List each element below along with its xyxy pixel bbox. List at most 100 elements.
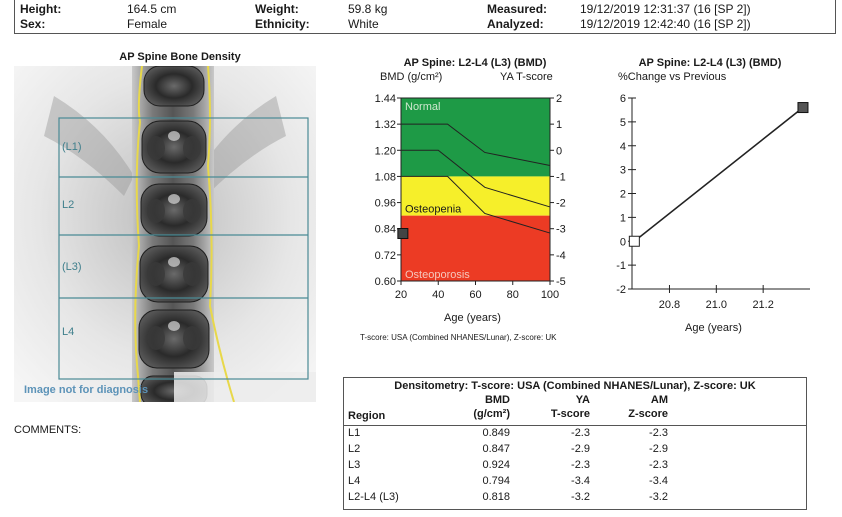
watermark-text: Image not for diagnosis	[24, 384, 149, 396]
change-y-tick-label: 6	[620, 93, 626, 105]
bmd-y-tick-label: 0.84	[375, 224, 396, 236]
height-label: Height:	[20, 2, 62, 16]
tscore-header: T-score	[550, 408, 590, 420]
ethnicity-value: White	[348, 17, 379, 31]
ethnicity-label: Ethnicity:	[255, 17, 310, 31]
cell-tscore: -3.2	[571, 491, 590, 503]
measured-value: 19/12/2019 12:31:37 (16 [SP 2])	[580, 2, 751, 16]
cell-zscore: -3.4	[649, 475, 668, 487]
tscore-y-tick-label: -2	[556, 198, 566, 210]
zone-label-normal: Normal	[405, 101, 440, 113]
analyzed-label: Analyzed:	[487, 17, 544, 31]
cell-tscore: -2.3	[571, 459, 590, 471]
cell-tscore: -2.9	[571, 443, 590, 455]
region-label-l1: (L1)	[62, 141, 82, 153]
tscore-y-tick-label: -5	[556, 276, 566, 288]
weight-label: Weight:	[255, 2, 299, 16]
change-y-tick-label: 4	[620, 141, 626, 153]
change-point-current	[797, 102, 809, 114]
patient-marker	[397, 228, 409, 240]
patient-header: Height: 164.5 cm Sex: Female Weight: 59.…	[14, 0, 836, 34]
region-label-l2: L2	[62, 199, 75, 211]
tscore-y-axis-label: YA T-score	[500, 71, 553, 83]
tscore-y-tick-label: -4	[556, 250, 566, 262]
cell-region: L1	[348, 427, 361, 439]
change-y-tick-label: 5	[620, 117, 626, 129]
change-x-tick-label: 21.0	[706, 299, 727, 311]
table-row: L2-L4 (L3) 0.818 -3.2 -3.2	[344, 491, 806, 507]
cell-region: L4	[348, 475, 361, 487]
bmd-header: BMD	[484, 394, 510, 406]
bmd-chart-title: AP Spine: L2-L4 (L3) (BMD)	[403, 57, 547, 69]
cell-zscore: -2.3	[649, 427, 668, 439]
zone-label-osteoporosis: Osteoporosis	[405, 269, 470, 281]
cell-bmd: 0.847	[482, 443, 510, 455]
reference-curve-upper	[401, 123, 551, 167]
table-header-divider	[344, 425, 806, 426]
bmd-y-tick-label: 1.44	[375, 93, 396, 105]
bmd-unit-header: (g/cm²)	[473, 408, 510, 420]
change-y-tick-label: -2	[616, 284, 626, 296]
zone-osteopenia	[401, 176, 550, 216]
zone-label-osteopenia: Osteopenia	[405, 204, 462, 216]
change-y-tick-label: 0	[620, 236, 626, 248]
analyzed-value: 19/12/2019 12:42:40 (16 [SP 2])	[580, 17, 751, 31]
table-row: L3 0.924 -2.3 -2.3	[344, 459, 806, 475]
sex-value: Female	[127, 17, 168, 31]
cell-bmd: 0.849	[482, 427, 510, 439]
change-chart-title: AP Spine: L2-L4 (L3) (BMD)	[638, 57, 782, 69]
zscore-header: Z-score	[628, 408, 668, 420]
change-y-tick-label: 2	[620, 189, 626, 201]
change-y-tick-label: -1	[616, 260, 626, 272]
spine-scan-image: (L1) L2 (L3) L4 Image not for diagnosis	[14, 66, 316, 402]
bmd-chart-footnote: T-score: USA (Combined NHANES/Lunar), Z-…	[360, 333, 557, 342]
bmd-y-tick-label: 1.08	[375, 171, 396, 183]
bmd-y-axis-label: BMD (g/cm²)	[380, 71, 443, 83]
region-header: Region	[348, 410, 386, 422]
cell-tscore: -2.3	[571, 427, 590, 439]
change-line	[633, 106, 804, 242]
zone-osteoporosis	[401, 215, 550, 281]
bmd-y-tick-label: 1.20	[375, 145, 396, 157]
tscore-y-tick-label: -3	[556, 224, 566, 236]
cell-zscore: -3.2	[649, 491, 668, 503]
spine-image-title: AP Spine Bone Density	[119, 51, 241, 63]
measured-label: Measured:	[487, 2, 548, 16]
bmd-x-tick-label: 20	[395, 289, 407, 301]
cell-region: L3	[348, 459, 361, 471]
cell-bmd: 0.924	[482, 459, 510, 471]
change-x-tick-label: 20.8	[659, 299, 680, 311]
change-point-baseline	[628, 235, 640, 247]
am-header: AM	[650, 394, 668, 406]
tscore-y-tick-label: 2	[556, 93, 562, 105]
bmd-y-tick-label: 0.60	[375, 276, 396, 288]
bmd-x-tick-label: 60	[469, 289, 481, 301]
ya-header: YA	[575, 394, 590, 406]
table-row: L2 0.847 -2.9 -2.9	[344, 443, 806, 459]
bmd-x-tick-label: 40	[432, 289, 444, 301]
table-row: L1 0.849 -2.3 -2.3	[344, 427, 806, 443]
change-x-axis-label: Age (years)	[685, 322, 742, 334]
zone-normal	[401, 98, 550, 177]
bmd-x-axis-label: Age (years)	[444, 312, 501, 324]
cell-bmd: 0.818	[482, 491, 510, 503]
weight-value: 59.8 kg	[348, 2, 388, 16]
change-y-axis-label: %Change vs Previous	[618, 71, 727, 83]
change-y-tick-label: 3	[620, 165, 626, 177]
comments-label: COMMENTS:	[14, 424, 82, 436]
bmd-y-tick-label: 1.32	[375, 119, 396, 131]
region-label-l3: (L3)	[62, 261, 82, 273]
height-value: 164.5 cm	[127, 2, 177, 16]
cell-tscore: -3.4	[571, 475, 590, 487]
bmd-x-tick-label: 100	[541, 289, 559, 301]
densitometry-table: Densitometry: T-score: USA (Combined NHA…	[343, 377, 807, 510]
bmd-y-tick-label: 0.96	[375, 198, 396, 210]
cell-zscore: -2.9	[649, 443, 668, 455]
percent-change-chart: -2 -1 0 1 2 3 4 5 6 20.8 21.0 21.2	[616, 93, 810, 311]
table-title: Densitometry: T-score: USA (Combined NHA…	[394, 380, 756, 392]
bmd-reference-chart: Normal Osteopenia Osteoporosis 0.60 0.72 0.84…	[375, 93, 566, 301]
bmd-x-tick-label: 80	[507, 289, 519, 301]
cell-bmd: 0.794	[482, 475, 510, 487]
cell-region: L2	[348, 443, 361, 455]
region-label-l4: L4	[62, 326, 75, 338]
